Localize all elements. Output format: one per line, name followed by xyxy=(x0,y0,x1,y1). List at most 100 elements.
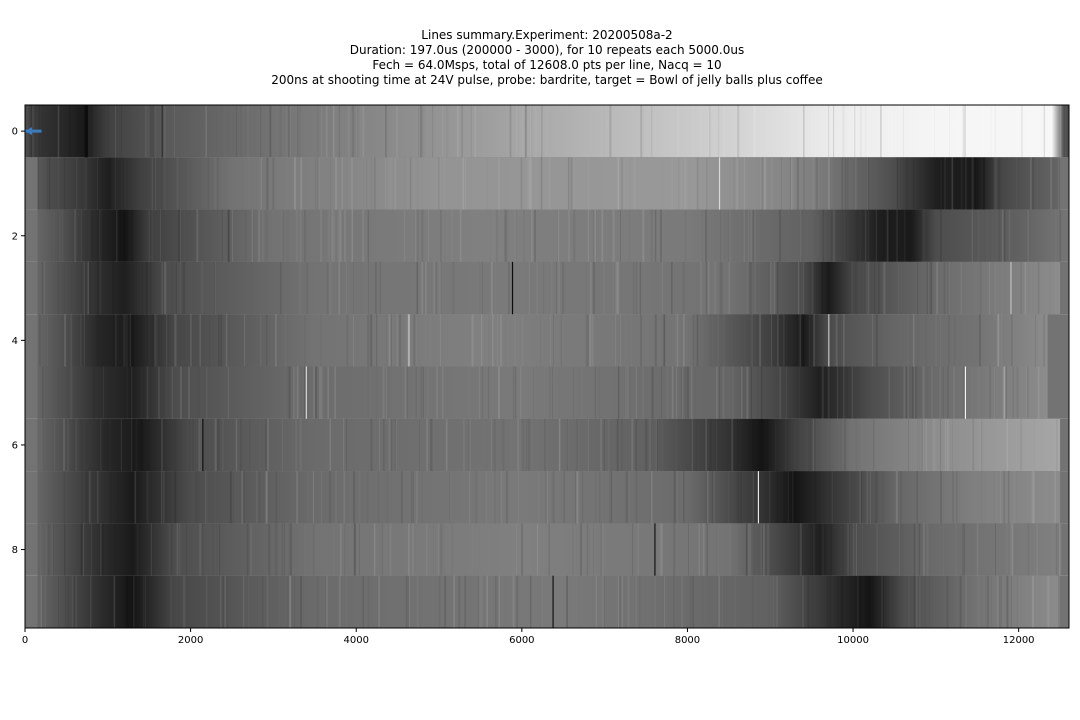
striation xyxy=(1010,523,1013,576)
striation xyxy=(918,523,921,576)
striation xyxy=(855,262,857,314)
striation xyxy=(333,209,335,262)
striation xyxy=(754,262,756,314)
striation xyxy=(1050,157,1053,210)
striation xyxy=(149,105,152,158)
striation xyxy=(265,314,267,367)
striation xyxy=(462,418,465,472)
striation xyxy=(808,418,810,472)
striation xyxy=(470,105,472,158)
striation xyxy=(707,471,709,524)
striation xyxy=(974,157,977,210)
striation xyxy=(464,575,467,628)
striation xyxy=(750,523,752,576)
striation xyxy=(63,418,66,472)
striation xyxy=(844,157,847,210)
striation xyxy=(479,575,482,628)
striation xyxy=(689,157,690,209)
striation xyxy=(171,366,173,419)
striation xyxy=(1032,157,1034,210)
striation xyxy=(329,261,332,315)
striation xyxy=(414,314,417,367)
striation xyxy=(786,418,788,472)
striation xyxy=(329,418,332,472)
striation xyxy=(339,209,342,262)
striation xyxy=(567,418,569,472)
striation xyxy=(126,575,129,628)
striation xyxy=(115,105,116,158)
striation xyxy=(676,314,679,367)
striation xyxy=(516,418,520,472)
striation xyxy=(47,157,49,210)
striation xyxy=(260,157,262,210)
striation xyxy=(414,471,416,523)
striation xyxy=(91,209,93,262)
striation xyxy=(991,419,992,471)
striation xyxy=(188,366,191,419)
striation xyxy=(941,157,943,210)
striation xyxy=(764,157,767,210)
striation xyxy=(349,471,351,524)
striation xyxy=(297,367,299,419)
striation xyxy=(935,314,937,367)
striation xyxy=(997,314,1000,367)
striation xyxy=(156,314,158,367)
striation xyxy=(486,419,487,471)
striation xyxy=(538,471,540,524)
striation xyxy=(858,262,859,314)
striation xyxy=(998,209,1001,262)
striation xyxy=(717,105,720,158)
striation xyxy=(1012,366,1015,419)
striation xyxy=(145,314,147,366)
striation xyxy=(224,419,226,471)
striation xyxy=(328,210,330,262)
striation xyxy=(627,575,630,628)
striation xyxy=(830,523,832,576)
striation xyxy=(80,418,82,472)
striation xyxy=(206,471,208,523)
striation xyxy=(222,575,225,628)
striation xyxy=(962,523,964,576)
striation xyxy=(227,576,228,628)
striation xyxy=(796,419,798,471)
striation xyxy=(858,575,861,628)
striation xyxy=(750,366,753,419)
striation xyxy=(635,471,638,524)
striation xyxy=(896,209,898,262)
striation xyxy=(180,209,181,262)
striation xyxy=(923,209,926,262)
title-line-1: Lines summary.Experiment: 20200508a-2 xyxy=(421,28,673,42)
striation xyxy=(979,261,982,315)
striation xyxy=(496,209,498,262)
x-tick-label: 4000 xyxy=(343,635,368,646)
striation xyxy=(596,471,597,523)
striation xyxy=(658,262,659,314)
striation xyxy=(221,209,224,262)
striation xyxy=(527,418,531,472)
title-line-3: Fech = 64.0Msps, total of 12608.0 pts pe… xyxy=(372,58,722,72)
striation xyxy=(166,314,168,367)
striation xyxy=(523,419,524,471)
striation xyxy=(199,314,201,367)
striation xyxy=(752,418,755,472)
striation xyxy=(777,261,779,315)
striation xyxy=(44,575,46,628)
striation xyxy=(353,523,356,576)
striation xyxy=(876,523,878,576)
striation xyxy=(706,157,709,210)
striation xyxy=(699,471,701,523)
striation xyxy=(994,366,995,419)
striation xyxy=(367,209,370,262)
striation xyxy=(522,105,524,158)
striation xyxy=(595,575,598,628)
striation xyxy=(465,210,467,262)
striation xyxy=(879,105,882,158)
striation xyxy=(124,157,125,209)
striation xyxy=(174,314,177,367)
striation xyxy=(379,261,381,315)
striation xyxy=(946,418,949,472)
striation xyxy=(773,261,776,315)
striation xyxy=(243,471,245,524)
striation xyxy=(612,261,614,315)
striation xyxy=(321,366,323,419)
